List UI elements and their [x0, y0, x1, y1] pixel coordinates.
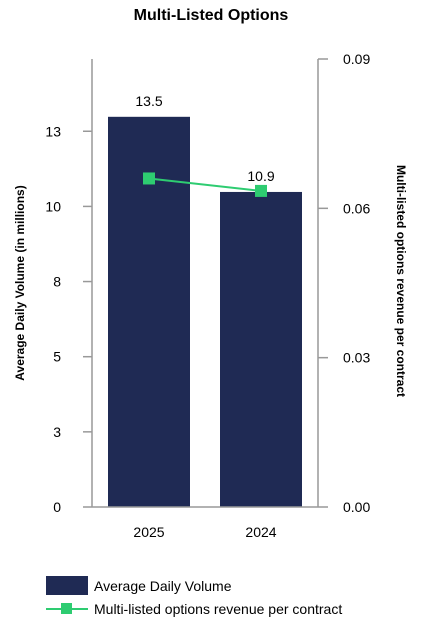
y-tick-label: 5: [53, 349, 61, 365]
legend: Average Daily Volume Multi-listed option…: [46, 576, 342, 617]
y2-tick-label: 0.00: [343, 499, 370, 515]
legend-label-revenue: Multi-listed options revenue per contrac…: [94, 601, 342, 617]
legend-label-average-daily-volume: Average Daily Volume: [94, 578, 232, 594]
revenue-point: [255, 184, 267, 197]
y2-tick-label: 0.06: [343, 200, 370, 216]
legend-marker-revenue: [61, 603, 72, 614]
x-tick-label: 2025: [133, 524, 164, 540]
x-tick-label: 2024: [245, 524, 276, 540]
y-axis-title: Average Daily Volume (in millions): [13, 185, 27, 380]
revenue-point: [143, 172, 155, 185]
right-axis: 0.00 0.03 0.06 0.09: [317, 51, 370, 515]
chart-title: Multi-Listed Options: [134, 7, 289, 24]
legend-swatch-average-daily-volume: [46, 576, 88, 595]
x-axis: 2025 2024: [92, 506, 318, 540]
y-tick-label: 8: [53, 274, 61, 290]
y-tick-label: 13: [45, 123, 61, 139]
bar-data-label: 10.9: [247, 168, 274, 184]
y-tick-label: 3: [53, 424, 61, 440]
left-axis: 0 3 5 8 10 13: [45, 59, 93, 515]
y-tick-label: 10: [45, 198, 61, 214]
y2-axis-title: Multi-listed options revenue per contrac…: [394, 165, 408, 397]
y-tick-label: 0: [53, 499, 61, 515]
revenue-line-series: [143, 172, 267, 197]
bar-data-label: 13.5: [135, 93, 162, 109]
revenue-line: [148, 177, 262, 192]
y2-tick-label: 0.03: [343, 350, 370, 366]
bar-data-labels: 13.5 10.9: [135, 93, 274, 184]
y2-tick-label: 0.09: [343, 51, 370, 67]
bar-2024: [220, 191, 302, 507]
